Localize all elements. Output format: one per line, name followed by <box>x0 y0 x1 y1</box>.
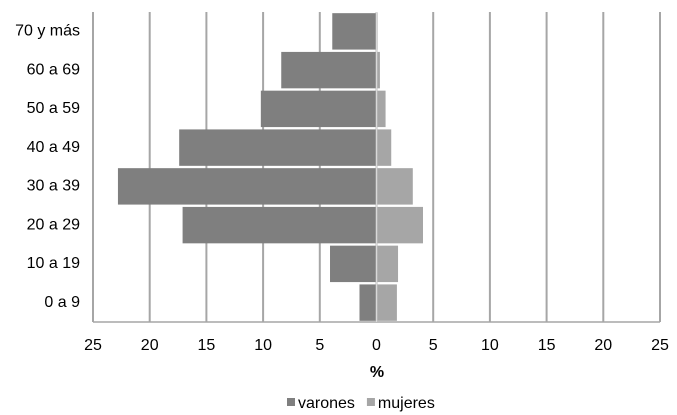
legend-swatch <box>287 398 295 406</box>
bar <box>359 284 377 321</box>
y-tick-label: 40 a 49 <box>27 139 80 156</box>
x-tick-label: 15 <box>538 337 556 354</box>
bar <box>376 51 380 89</box>
bar <box>260 90 377 128</box>
x-tick-label: 20 <box>594 337 612 354</box>
bar <box>332 13 377 50</box>
x-tick-label: 20 <box>141 337 159 354</box>
bar <box>376 284 397 321</box>
legend-label: mujeres <box>378 395 435 412</box>
x-tick-label: 25 <box>651 337 669 354</box>
x-tick-label: 10 <box>481 337 499 354</box>
y-tick-label: 60 a 69 <box>27 61 80 78</box>
bar <box>376 245 399 283</box>
bar <box>182 206 377 244</box>
bar <box>330 245 377 283</box>
x-tick-label: 25 <box>84 337 102 354</box>
x-tick-label: 0 <box>372 337 381 354</box>
x-tick-label: 10 <box>254 337 272 354</box>
y-tick-label: 10 a 19 <box>27 255 80 272</box>
x-tick-label: 5 <box>429 337 438 354</box>
bar <box>281 51 377 89</box>
y-tick-label: 0 a 9 <box>44 294 80 311</box>
y-tick-label: 70 y más <box>15 23 80 40</box>
bar <box>179 129 377 166</box>
bar <box>376 90 386 128</box>
x-tick-label: 15 <box>198 337 216 354</box>
legend-swatch <box>366 398 375 406</box>
bar <box>376 129 392 166</box>
y-tick-label: 20 a 29 <box>27 216 80 233</box>
legend-label: varones <box>298 395 355 412</box>
bar <box>376 206 423 244</box>
bar <box>376 168 413 205</box>
x-axis-title: % <box>370 364 384 381</box>
x-tick-label: 5 <box>315 337 324 354</box>
bar <box>117 168 377 205</box>
y-tick-label: 30 a 39 <box>27 178 80 195</box>
y-tick-label: 50 a 59 <box>27 100 80 117</box>
